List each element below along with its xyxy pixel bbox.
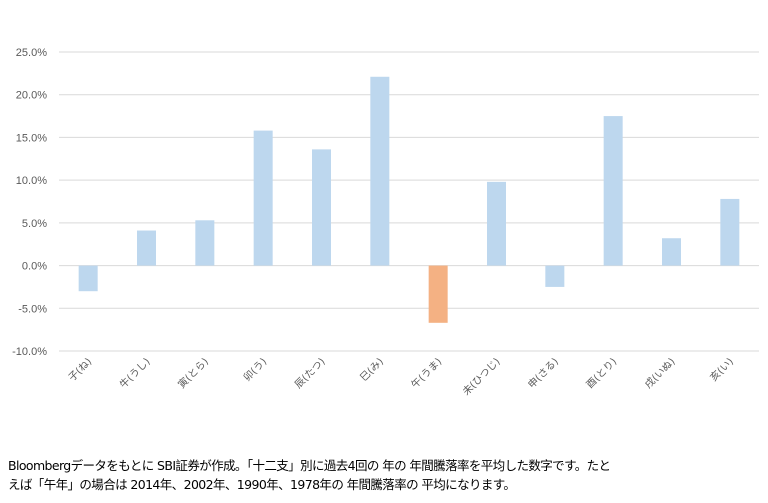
bar-1	[137, 230, 156, 266]
bar-11	[720, 198, 740, 266]
y-tick-label: 0.0%	[22, 261, 47, 273]
y-tick-label: 15.0%	[16, 132, 47, 144]
bar-9	[603, 116, 623, 266]
bar-4	[312, 149, 331, 266]
x-tick-label: 寅(とら)	[175, 355, 211, 391]
x-tick-label: 申(さる)	[525, 355, 561, 391]
y-tick-label: 10.0%	[16, 175, 47, 187]
y-tick-label: 5.0%	[22, 218, 47, 230]
bar-0	[78, 265, 98, 292]
caption-line-2: えば「午年」の場合は 2014年、2002年、1990年、1978年の 年間騰落…	[8, 477, 516, 492]
x-tick-label: 未(ひつじ)	[460, 356, 502, 398]
x-tick-label: 卯(う)	[241, 356, 269, 384]
caption-line-1: Bloombergデータをもとに SBI証券が作成。「十二支」別に過去4回の 年…	[8, 458, 611, 473]
x-tick-label: 牛(うし)	[117, 355, 153, 391]
y-tick-label: -5.0%	[18, 303, 47, 315]
bar-chart: -10.0% -5.0% 0.0% 5.0% 10.0% 15.0% 20.0% 25.0% 子…	[12, 47, 759, 398]
bar-10	[662, 238, 681, 266]
x-tick-label: 辰(たつ)	[292, 356, 327, 391]
bar-5	[370, 76, 390, 266]
y-tick-label: -10.0%	[12, 346, 47, 358]
bar-7	[487, 181, 506, 266]
bar-8	[545, 265, 565, 287]
y-tick-label: 20.0%	[16, 90, 47, 102]
x-tick-label: 巳(み)	[358, 356, 386, 384]
bar-6	[428, 265, 448, 323]
y-tick-label: 25.0%	[16, 47, 47, 59]
x-tick-label: 子(ね)	[66, 356, 94, 384]
x-tick-label: 酉(とり)	[584, 356, 619, 391]
x-tick-label: 亥(い)	[707, 355, 736, 384]
bar-2	[195, 220, 215, 266]
caption: Bloombergデータをもとに SBI証券が作成。「十二支」別に過去4回の 年…	[8, 456, 764, 494]
bar-3	[253, 130, 273, 266]
x-tick-label: 戌(いぬ)	[642, 355, 678, 391]
x-tick-label: 午(うま)	[408, 355, 444, 391]
